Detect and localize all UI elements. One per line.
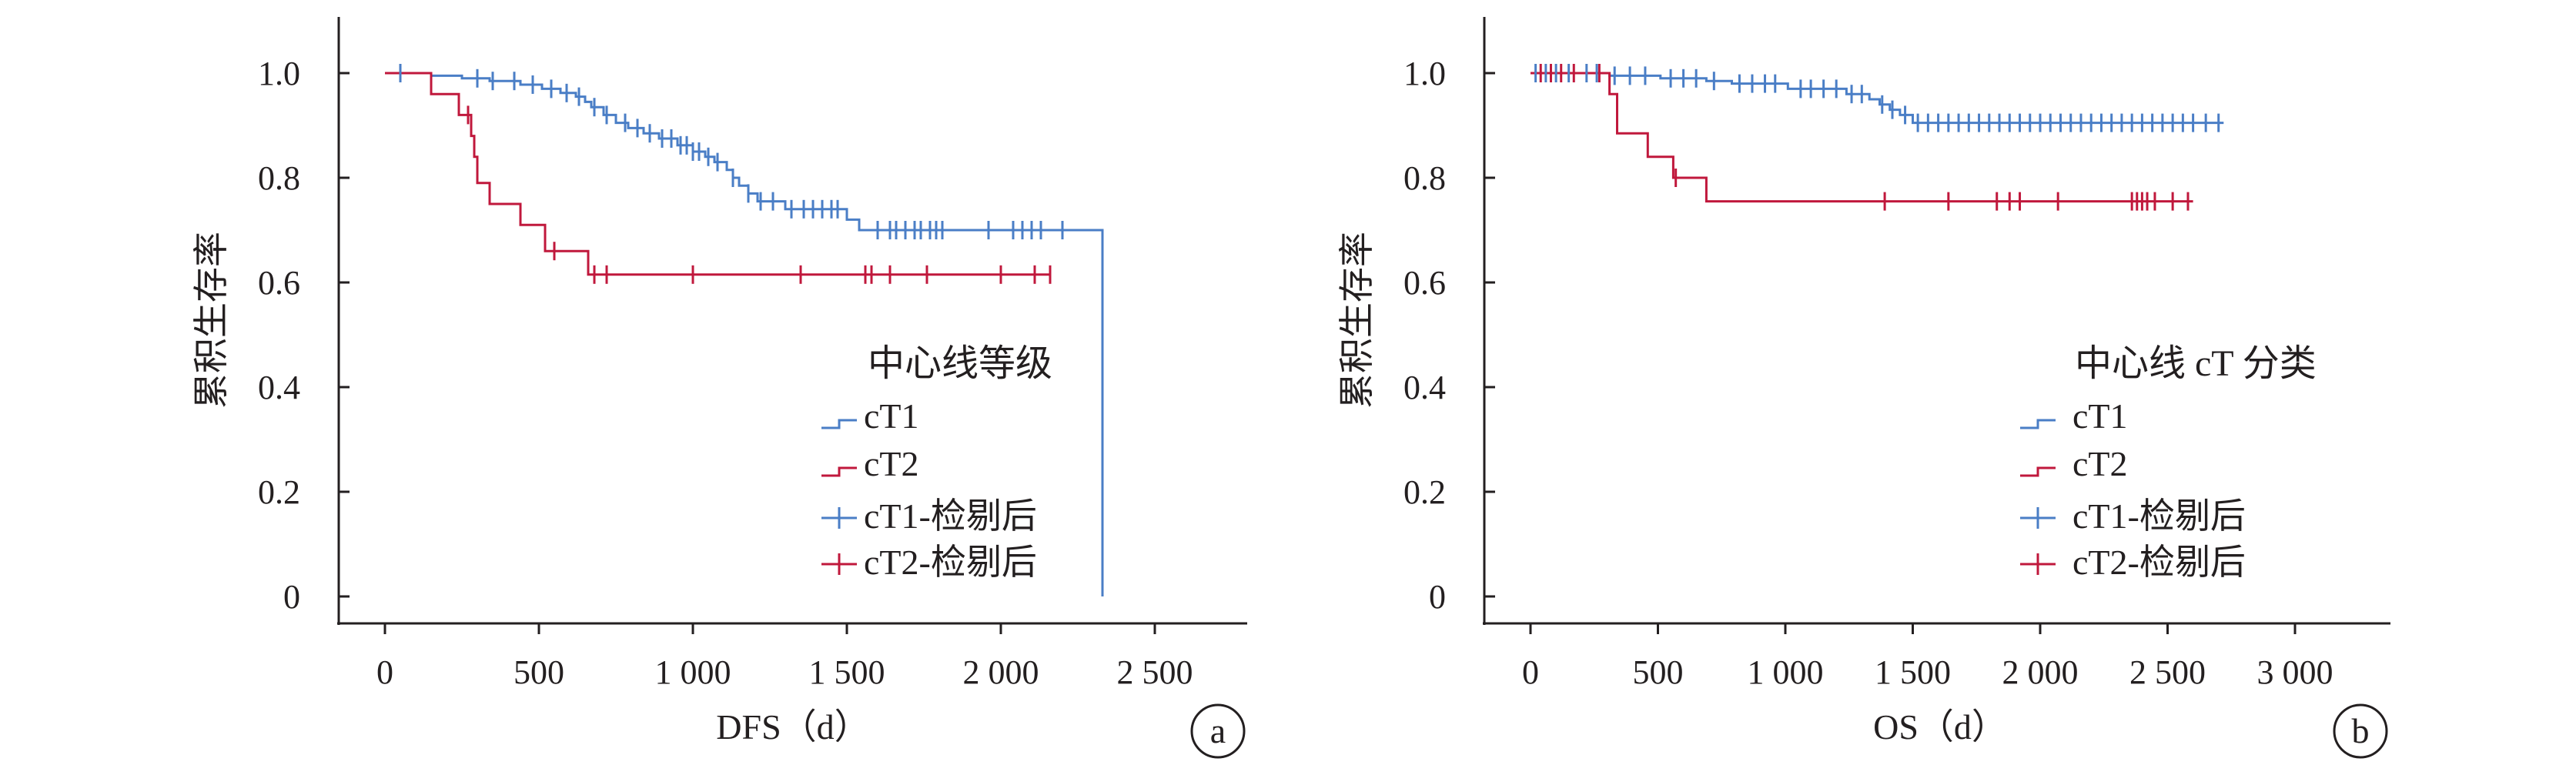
legend-swatch-ct1-a — [821, 419, 857, 429]
x-tick-label-b-6: 3 000 — [2257, 653, 2333, 691]
censor-marks-a — [399, 64, 1064, 284]
panel-label-circle-a — [1190, 703, 1246, 759]
legend-entry-ct2-a: cT2 — [821, 444, 919, 483]
panel-label-a: a — [1190, 703, 1246, 759]
legend-label-ct1-censored-a: cT1-检剔后 — [864, 496, 1037, 536]
legend-entry-ct2-b: cT2 — [2020, 444, 2128, 483]
km-curve-ct2-a — [385, 72, 1050, 276]
x-tick-label-b-4: 2 000 — [2002, 653, 2079, 691]
y-tick-label-b-1: 0.2 — [1403, 473, 1446, 511]
panel-label-b: b — [2333, 703, 2388, 759]
x-tick-label-a-5: 2 500 — [1117, 653, 1193, 691]
legend-swatch-ct1-b — [2020, 419, 2056, 429]
legend-label-ct1-censored-b: cT1-检剔后 — [2073, 496, 2246, 536]
legend-entry-ct2-censored-b: cT2-检剔后 — [2020, 543, 2246, 582]
x-tick-label-a-1: 500 — [514, 653, 564, 691]
x-tick-label-a-2: 1 000 — [655, 653, 731, 691]
legend-entry-ct1-b: cT1 — [2020, 396, 2128, 436]
x-tick-label-a-0: 0 — [376, 653, 393, 691]
x-axis-title-a: DFS（d） — [716, 707, 869, 747]
legend-entry-ct2-censored-a: cT2-检剔后 — [821, 543, 1037, 582]
legend-entry-ct1-censored-a: cT1-检剔后 — [821, 496, 1037, 536]
km-curve-ct1-b — [1531, 72, 2224, 125]
y-tick-label-a-1: 0.2 — [258, 473, 300, 511]
x-tick-label-b-5: 2 500 — [2129, 653, 2206, 691]
legend-entry-ct1-a: cT1 — [821, 396, 919, 436]
y-tick-label-b-3: 0.6 — [1403, 264, 1446, 302]
legend-label-ct2-censored-a: cT2-检剔后 — [864, 543, 1037, 582]
legend-b: 中心线 cT 分类 cT1 cT2 cT1-检剔后 cT2-检剔后 — [2020, 343, 2317, 582]
x-tick-label-b-1: 500 — [1633, 653, 1684, 691]
km-curve-ct2-b — [1531, 72, 2193, 203]
y-ticks-a: 0 0.2 0.4 0.6 0.8 1.0 — [258, 55, 350, 616]
panel-label-text-a: a — [1210, 711, 1226, 750]
legend-swatch-ct2-b — [2020, 466, 2056, 477]
x-tick-label-b-2: 1 000 — [1748, 653, 1824, 691]
y-tick-label-b-5: 1.0 — [1403, 55, 1446, 92]
chart-panel-b: 0 0.2 0.4 0.6 0.8 1.0 0 500 1 000 1 500 2 000 2 50… — [1337, 17, 2390, 759]
legend-label-ct2-b: cT2 — [2073, 444, 2128, 483]
y-tick-label-a-0: 0 — [283, 578, 300, 616]
legend-label-ct1-b: cT1 — [2073, 396, 2128, 436]
y-tick-label-b-2: 0.4 — [1403, 369, 1446, 406]
y-tick-label-a-5: 1.0 — [258, 55, 300, 92]
panel-label-circle-b — [2333, 703, 2388, 759]
x-tick-label-b-3: 1 500 — [1875, 653, 1951, 691]
legend-title-a: 中心线等级 — [868, 343, 1052, 384]
y-ticks-b: 0 0.2 0.4 0.6 0.8 1.0 — [1403, 55, 1495, 616]
legend-a: 中心线等级 cT1 cT2 cT1-检剔后 cT2-检剔后 — [821, 343, 1052, 582]
y-tick-label-a-2: 0.4 — [258, 369, 300, 406]
x-ticks-b: 0 500 1 000 1 500 2 000 2 500 3 000 — [1522, 623, 2333, 691]
censor-marks-b — [1534, 64, 2220, 211]
y-axis-title-a: 累积生存率 — [192, 232, 231, 409]
legend-label-ct1-a: cT1 — [864, 396, 919, 436]
legend-entry-ct1-censored-b: cT1-检剔后 — [2020, 496, 2246, 536]
legend-label-ct2-censored-b: cT2-检剔后 — [2073, 543, 2246, 582]
x-tick-label-a-4: 2 000 — [963, 653, 1039, 691]
y-tick-label-b-4: 0.8 — [1403, 159, 1446, 197]
y-axis-title-b: 累积生存率 — [1337, 232, 1377, 409]
legend-swatch-ct2-a — [821, 466, 857, 477]
series-lines-a — [385, 72, 1104, 596]
x-ticks-a: 0 500 1 000 1 500 2 000 2 500 — [376, 623, 1193, 691]
km-curve-ct1-a — [385, 72, 1104, 596]
panel-label-text-b: b — [2352, 711, 2370, 750]
y-tick-label-b-0: 0 — [1429, 578, 1446, 616]
x-tick-label-b-0: 0 — [1522, 653, 1539, 691]
x-axis-title-b: OS（d） — [1873, 707, 2007, 747]
legend-label-ct2-a: cT2 — [864, 444, 919, 483]
x-tick-label-a-3: 1 500 — [809, 653, 885, 691]
y-tick-label-a-3: 0.6 — [258, 264, 300, 302]
series-lines-b — [1531, 72, 2224, 203]
chart-panel-a: 0 0.2 0.4 0.6 0.8 1.0 0 500 1 000 1 500 2 000 2 50… — [192, 17, 1247, 759]
y-tick-label-a-4: 0.8 — [258, 159, 300, 197]
legend-title-b: 中心线 cT 分类 — [2075, 343, 2317, 384]
